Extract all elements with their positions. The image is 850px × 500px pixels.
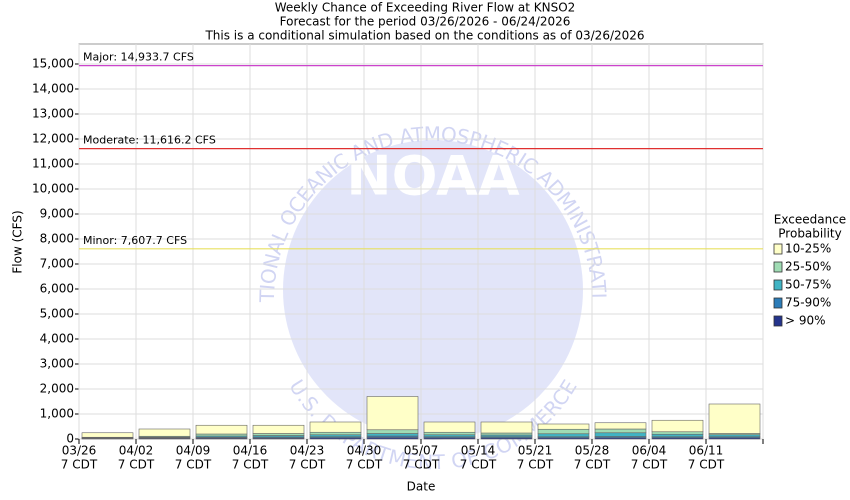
x-tick-sublabel: 7 CDT	[118, 458, 155, 472]
bar-segment	[651, 433, 704, 438]
legend-label: 25-50%	[785, 260, 831, 274]
x-tick-sublabel: 7 CDT	[61, 458, 98, 472]
legend-title: Probability	[778, 227, 841, 241]
bar-segment	[252, 424, 305, 434]
bar-segment	[537, 428, 590, 435]
bar-segment	[138, 428, 191, 437]
bar-segment	[594, 432, 647, 437]
bar-segment	[81, 432, 134, 438]
x-tick-label: 04/09	[176, 444, 211, 458]
y-tick-label: 4,000	[40, 332, 74, 346]
x-tick-sublabel: 7 CDT	[688, 458, 725, 472]
bar-segment	[537, 433, 590, 438]
x-tick-label: 06/11	[689, 444, 724, 458]
bar-segment	[423, 431, 476, 436]
bar-segment	[195, 424, 248, 435]
x-tick-label: 05/07	[404, 444, 439, 458]
y-tick-label: 2,000	[40, 382, 74, 396]
y-tick-label: 7,000	[40, 257, 74, 271]
x-tick-label: 04/02	[119, 444, 154, 458]
legend-swatch	[773, 297, 783, 309]
bar-segment	[537, 423, 590, 430]
legend-label: > 90%	[785, 314, 826, 328]
x-tick-label: 06/04	[632, 444, 667, 458]
legend-swatch	[773, 261, 783, 273]
x-tick-label: 04/23	[290, 444, 325, 458]
bar-segment	[651, 431, 704, 435]
legend-swatch	[773, 279, 783, 291]
legend-swatch	[773, 243, 783, 255]
y-tick-label: 10,000	[32, 182, 74, 196]
legend-title: Exceedance	[774, 213, 846, 227]
bar-segment	[708, 403, 761, 434]
chart-title: Weekly Chance of Exceeding River Flow at…	[275, 1, 576, 15]
threshold-label: Major: 14,933.7 CFS	[83, 51, 194, 64]
x-tick-label: 04/16	[233, 444, 268, 458]
legend-label: 50-75%	[785, 278, 831, 292]
bar-segment	[309, 421, 362, 433]
bar-segment	[309, 431, 362, 436]
y-tick-label: 15,000	[32, 57, 74, 71]
bar-segment	[594, 422, 647, 430]
bar-segment	[594, 428, 647, 434]
x-tick-sublabel: 7 CDT	[175, 458, 212, 472]
legend-label: 10-25%	[785, 242, 831, 256]
threshold-label: Minor: 7,607.7 CFS	[83, 234, 187, 247]
y-tick-label: 3,000	[40, 357, 74, 371]
x-tick-label: 05/21	[518, 444, 553, 458]
y-tick-label: 13,000	[32, 107, 74, 121]
legend-swatch	[773, 315, 783, 327]
y-tick-label: 11,000	[32, 157, 74, 171]
y-tick-label: 14,000	[32, 82, 74, 96]
legend-label: 75-90%	[785, 296, 831, 310]
x-tick-sublabel: 7 CDT	[574, 458, 611, 472]
y-tick-label: 9,000	[40, 207, 74, 221]
bar-segment	[423, 421, 476, 433]
watermark-circle	[283, 140, 583, 440]
y-tick-label: 1,000	[40, 407, 74, 421]
y-tick-label: 0	[66, 432, 74, 446]
bar-segment	[366, 429, 419, 434]
threshold-label: Moderate: 11,616.2 CFS	[83, 134, 216, 147]
y-axis-label: Flow (CFS)	[11, 210, 25, 273]
x-tick-sublabel: 7 CDT	[289, 458, 326, 472]
x-tick-label: 03/26	[62, 444, 97, 458]
bar-segment	[480, 421, 533, 434]
bar-segment	[366, 433, 419, 437]
x-tick-sublabel: 7 CDT	[631, 458, 668, 472]
chart-subtitle: This is a conditional simulation based o…	[204, 29, 644, 43]
x-tick-sublabel: 7 CDT	[460, 458, 497, 472]
x-tick-sublabel: 7 CDT	[346, 458, 383, 472]
bar-segment	[651, 419, 704, 433]
watermark-logo: NOAA	[346, 145, 519, 208]
y-tick-label: 6,000	[40, 282, 74, 296]
x-axis-label: Date	[407, 480, 436, 494]
chart-subtitle: Forecast for the period 03/26/2026 - 06/…	[280, 15, 571, 29]
x-tick-sublabel: 7 CDT	[232, 458, 269, 472]
x-tick-label: 05/14	[461, 444, 496, 458]
y-tick-label: 5,000	[40, 307, 74, 321]
x-tick-sublabel: 7 CDT	[403, 458, 440, 472]
x-tick-label: 04/30	[347, 444, 382, 458]
y-tick-label: 8,000	[40, 232, 74, 246]
bar-segment	[366, 396, 419, 431]
x-tick-label: 05/28	[575, 444, 610, 458]
y-tick-label: 12,000	[32, 132, 74, 146]
x-tick-sublabel: 7 CDT	[517, 458, 554, 472]
